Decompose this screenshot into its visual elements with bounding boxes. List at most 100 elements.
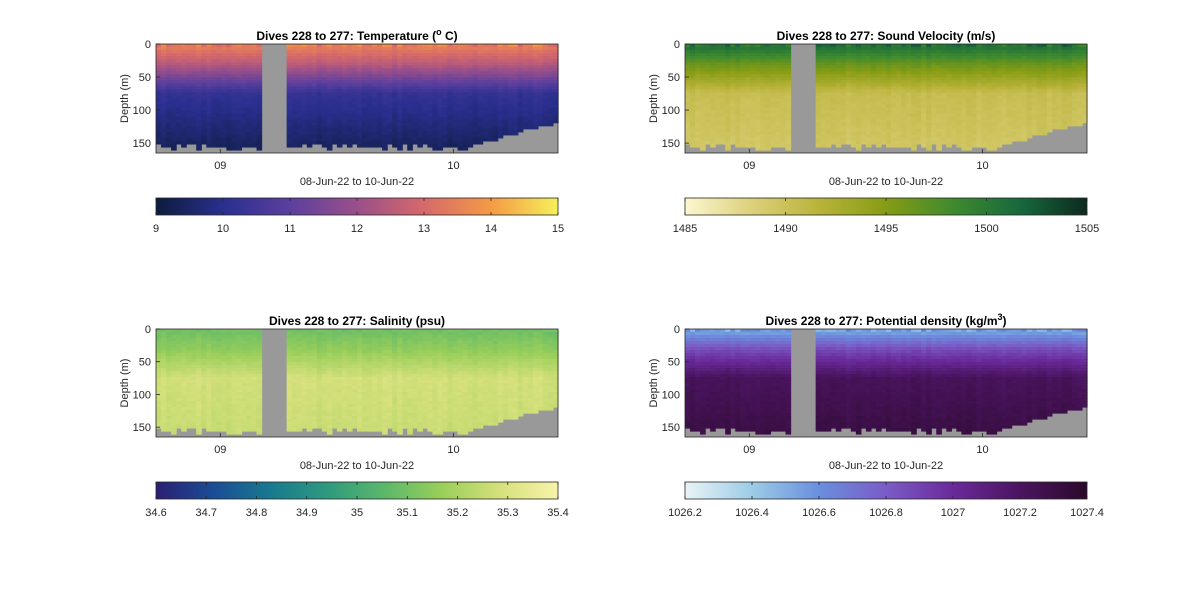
heatmap-cell [517, 71, 524, 75]
heatmap-cell [860, 125, 867, 130]
heatmap-cell [442, 137, 449, 142]
heatmap-cell [251, 98, 258, 103]
heatmap-cell [880, 131, 887, 136]
heatmap-cell [765, 77, 772, 81]
heatmap-cell [326, 128, 333, 133]
heatmap-cell [186, 101, 192, 106]
heatmap-cell [850, 116, 857, 121]
heatmap-cell [487, 128, 494, 133]
heatmap-cell [1056, 62, 1063, 66]
heatmap-cell [1051, 95, 1058, 100]
heatmap-cell [880, 122, 887, 127]
heatmap-cell [437, 116, 444, 121]
heatmap-cell [291, 104, 298, 109]
heatmap-cell [221, 143, 227, 148]
heatmap-cell [547, 98, 554, 103]
heatmap-cell [171, 110, 177, 115]
heatmap-cell [216, 98, 222, 103]
heatmap-cell [880, 50, 887, 54]
heatmap-cell [971, 62, 978, 66]
heatmap-cell [931, 134, 937, 139]
heatmap-cell [462, 65, 469, 69]
heatmap-cell [422, 62, 428, 66]
heatmap-cell [1076, 98, 1083, 103]
heatmap-cell [206, 80, 212, 84]
heatmap-cell [457, 62, 464, 66]
heatmap-cell [971, 77, 978, 81]
heatmap-cell [457, 119, 464, 124]
heatmap-cell [407, 116, 413, 121]
heatmap-cell [700, 53, 706, 57]
heatmap-cell [422, 83, 428, 87]
heatmap-cell [206, 92, 212, 97]
heatmap-cell [482, 53, 489, 57]
heatmap-cell [690, 71, 696, 75]
heatmap-cell [991, 137, 998, 142]
heatmap-cell [891, 107, 897, 112]
heatmap-cell [850, 56, 857, 60]
heatmap-cell [407, 110, 413, 115]
heatmap-cell [750, 122, 756, 127]
heatmap-cell [820, 44, 827, 48]
heatmap-cell [196, 122, 202, 127]
heatmap-cell [835, 50, 842, 54]
heatmap-cell [457, 137, 464, 142]
heatmap-cell [186, 62, 192, 66]
heatmap-cell [770, 119, 777, 124]
heatmap-cell [725, 68, 731, 72]
heatmap-cell [442, 95, 449, 100]
heatmap-cell [392, 77, 398, 81]
heatmap-cell [770, 74, 777, 78]
heatmap-cell [695, 116, 701, 121]
heatmap-cell [196, 137, 202, 142]
heatmap-cell [906, 80, 912, 84]
heatmap-cell [442, 119, 449, 124]
heatmap-cell [976, 113, 983, 118]
heatmap-cell [397, 113, 403, 118]
heatmap-cell [1011, 137, 1018, 142]
heatmap-cell [452, 59, 459, 63]
heatmap-cell [1056, 59, 1063, 63]
heatmap-cell [156, 50, 162, 54]
heatmap-cell [865, 140, 872, 145]
heatmap-cell [961, 74, 968, 78]
heatmap-cell [700, 59, 706, 63]
heatmap-cell [462, 95, 469, 100]
heatmap-cell [306, 116, 313, 121]
heatmap-cell [256, 80, 263, 84]
heatmap-cell [387, 95, 393, 100]
heatmap-cell [452, 116, 459, 121]
heatmap-cell [976, 95, 983, 100]
heatmap-cell [206, 101, 212, 106]
heatmap-cell [966, 140, 973, 145]
heatmap-cell [201, 89, 207, 94]
heatmap-cell [231, 83, 238, 87]
heatmap-cell [196, 125, 202, 130]
heatmap-cell [477, 119, 484, 124]
heatmap-cell [402, 89, 408, 94]
heatmap-cell [552, 59, 559, 63]
heatmap-cell [427, 44, 433, 48]
heatmap-cell [886, 92, 892, 97]
heatmap-cell [740, 140, 746, 145]
heatmap-cell [921, 98, 927, 103]
heatmap-cell [705, 92, 711, 97]
heatmap-cell [710, 116, 716, 121]
heatmap-cell [402, 134, 408, 139]
heatmap-cell [875, 44, 882, 48]
heatmap-cell [542, 101, 549, 106]
heatmap-cell [221, 68, 227, 72]
heatmap-cell [452, 86, 459, 91]
heatmap-cell [1031, 107, 1038, 112]
heatmap-cell [291, 47, 298, 51]
heatmap-cell [700, 92, 706, 97]
heatmap-cell [896, 59, 902, 63]
heatmap-cell [472, 44, 479, 48]
heatmap-cell [906, 95, 912, 100]
heatmap-cell [251, 95, 258, 100]
heatmap-cell [286, 89, 293, 94]
heatmap-cell [156, 104, 162, 109]
heatmap-cell [750, 143, 756, 148]
heatmap-cell [815, 53, 822, 57]
heatmap-cell [906, 77, 912, 81]
